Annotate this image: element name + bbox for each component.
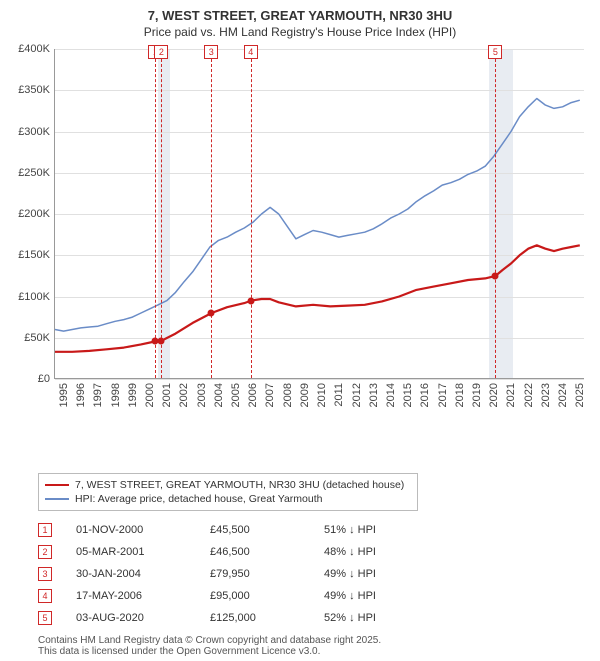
event-pct: 49% ↓ HPI [324,590,414,602]
y-axis-label: £250K [8,167,50,179]
event-dot [247,297,254,304]
x-axis-label: 2020 [488,383,500,423]
x-axis-label: 2002 [178,383,190,423]
event-date: 05-MAR-2001 [76,546,186,558]
event-dot [208,310,215,317]
series-hpi [55,99,580,332]
chart-area: 12345 £0 £50K £100K £150K £200K £250K £300K £35… [8,45,592,425]
series-svg [55,49,585,379]
chart-container: 7, WEST STREET, GREAT YARMOUTH, NR30 3HU… [0,0,600,661]
x-axis-label: 2008 [282,383,294,423]
x-axis-label: 2004 [213,383,225,423]
event-pct: 48% ↓ HPI [324,546,414,558]
x-axis-label: 2023 [540,383,552,423]
footer-line-1: Contains HM Land Registry data © Crown c… [38,635,592,646]
event-pct: 49% ↓ HPI [324,568,414,580]
y-axis-label: £400K [8,43,50,55]
x-axis-label: 1999 [127,383,139,423]
y-axis-label: £50K [8,332,50,344]
event-price: £95,000 [210,590,300,602]
x-axis-label: 2011 [333,383,345,423]
event-line [211,49,212,378]
x-axis-label: 1998 [110,383,122,423]
events-table: 1 01-NOV-2000 £45,500 51% ↓ HPI 2 05-MAR-2001… [38,519,592,629]
event-date: 17-MAY-2006 [76,590,186,602]
legend-item: 7, WEST STREET, GREAT YARMOUTH, NR30 3HU… [45,478,411,492]
event-num: 5 [38,611,52,625]
event-row: 4 17-MAY-2006 £95,000 49% ↓ HPI [38,585,592,607]
y-axis-label: £0 [8,373,50,385]
chart-subtitle: Price paid vs. HM Land Registry's House … [8,25,592,39]
x-axis-label: 2000 [144,383,156,423]
event-marker: 5 [488,45,502,59]
x-axis-label: 2009 [299,383,311,423]
x-axis-label: 2007 [264,383,276,423]
legend-swatch [45,484,69,486]
x-axis-label: 2013 [368,383,380,423]
x-axis-label: 1995 [58,383,70,423]
x-axis-label: 2015 [402,383,414,423]
event-row: 3 30-JAN-2004 £79,950 49% ↓ HPI [38,563,592,585]
event-line [495,49,496,378]
x-axis-label: 1997 [92,383,104,423]
event-date: 03-AUG-2020 [76,612,186,624]
legend-swatch [45,498,69,500]
event-pct: 51% ↓ HPI [324,524,414,536]
event-pct: 52% ↓ HPI [324,612,414,624]
event-price: £125,000 [210,612,300,624]
legend-label: 7, WEST STREET, GREAT YARMOUTH, NR30 3HU… [75,479,404,491]
event-row: 1 01-NOV-2000 £45,500 51% ↓ HPI [38,519,592,541]
x-axis-label: 2016 [419,383,431,423]
event-num: 1 [38,523,52,537]
y-axis-label: £200K [8,208,50,220]
event-num: 3 [38,567,52,581]
x-axis-label: 2025 [574,383,586,423]
event-price: £79,950 [210,568,300,580]
legend-label: HPI: Average price, detached house, Grea… [75,493,322,505]
event-date: 01-NOV-2000 [76,524,186,536]
event-dot [158,337,165,344]
x-axis-label: 2003 [196,383,208,423]
x-axis-label: 2012 [351,383,363,423]
y-axis-label: £100K [8,291,50,303]
x-axis-label: 2006 [247,383,259,423]
event-marker: 2 [154,45,168,59]
x-axis-label: 1996 [75,383,87,423]
x-axis-label: 2010 [316,383,328,423]
y-axis-label: £150K [8,249,50,261]
x-axis-label: 2001 [161,383,173,423]
x-axis-label: 2021 [505,383,517,423]
event-line [251,49,252,378]
legend-item: HPI: Average price, detached house, Grea… [45,492,411,506]
x-axis-label: 2019 [471,383,483,423]
event-marker: 3 [204,45,218,59]
plot-area: 12345 [54,49,584,379]
footer-line-2: This data is licensed under the Open Gov… [38,646,592,657]
y-axis-label: £300K [8,126,50,138]
event-row: 5 03-AUG-2020 £125,000 52% ↓ HPI [38,607,592,629]
x-axis-label: 2017 [437,383,449,423]
event-price: £46,500 [210,546,300,558]
x-axis-label: 2005 [230,383,242,423]
x-axis-label: 2014 [385,383,397,423]
event-price: £45,500 [210,524,300,536]
gridline [55,379,584,380]
chart-title: 7, WEST STREET, GREAT YARMOUTH, NR30 3HU [8,8,592,23]
event-marker: 4 [244,45,258,59]
x-axis-label: 2022 [523,383,535,423]
event-num: 2 [38,545,52,559]
event-row: 2 05-MAR-2001 £46,500 48% ↓ HPI [38,541,592,563]
event-dot [492,272,499,279]
event-line [161,49,162,378]
x-axis-label: 2018 [454,383,466,423]
footer: Contains HM Land Registry data © Crown c… [38,635,592,657]
event-line [155,49,156,378]
y-axis-label: £350K [8,84,50,96]
series-property [55,245,580,351]
event-date: 30-JAN-2004 [76,568,186,580]
legend: 7, WEST STREET, GREAT YARMOUTH, NR30 3HU… [38,473,418,511]
x-axis-label: 2024 [557,383,569,423]
event-num: 4 [38,589,52,603]
